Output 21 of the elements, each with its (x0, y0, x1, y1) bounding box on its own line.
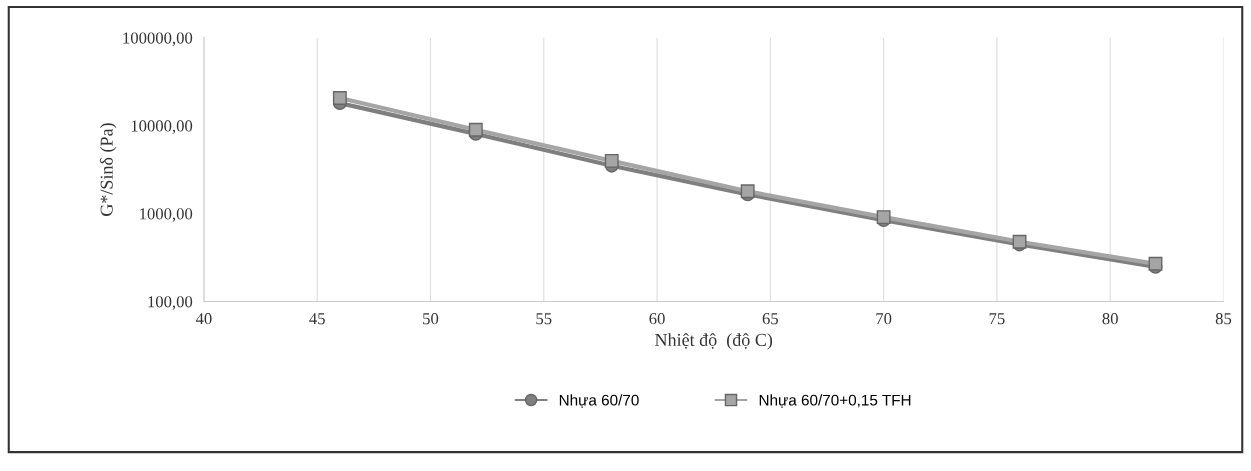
x-tick-label: 70 (876, 313, 892, 325)
x-tick-label: 45 (309, 313, 325, 325)
x-tick-label: 80 (1102, 313, 1118, 325)
x-tick-label: 50 (423, 313, 439, 325)
y-tick-label: 100,00 (148, 296, 193, 310)
point (332, 91, 347, 105)
x-tick-label: 85 (1215, 313, 1232, 325)
x-tick-label: 60 (649, 313, 665, 325)
x-axis-title: Nhiệt độ (độ C) (655, 333, 773, 350)
point (604, 153, 619, 168)
y-tick-label: 100000,00 (123, 32, 193, 47)
y-tick-label: 1000,00 (140, 208, 193, 222)
x-tick-label: 65 (762, 313, 779, 325)
legend-label: Nhựa 60/70 (559, 394, 639, 408)
x-tick-label: 55 (536, 313, 552, 325)
legend-label: Nhựa 60/70+0,15 TFH (759, 394, 911, 408)
y-tick-label: 10000,00 (131, 120, 193, 134)
point (468, 122, 483, 137)
x-tick-label: 75 (989, 313, 1005, 325)
y-axis-title: G*/Sinδ (Pa) (99, 123, 117, 216)
x-tick-label: 40 (195, 313, 212, 325)
